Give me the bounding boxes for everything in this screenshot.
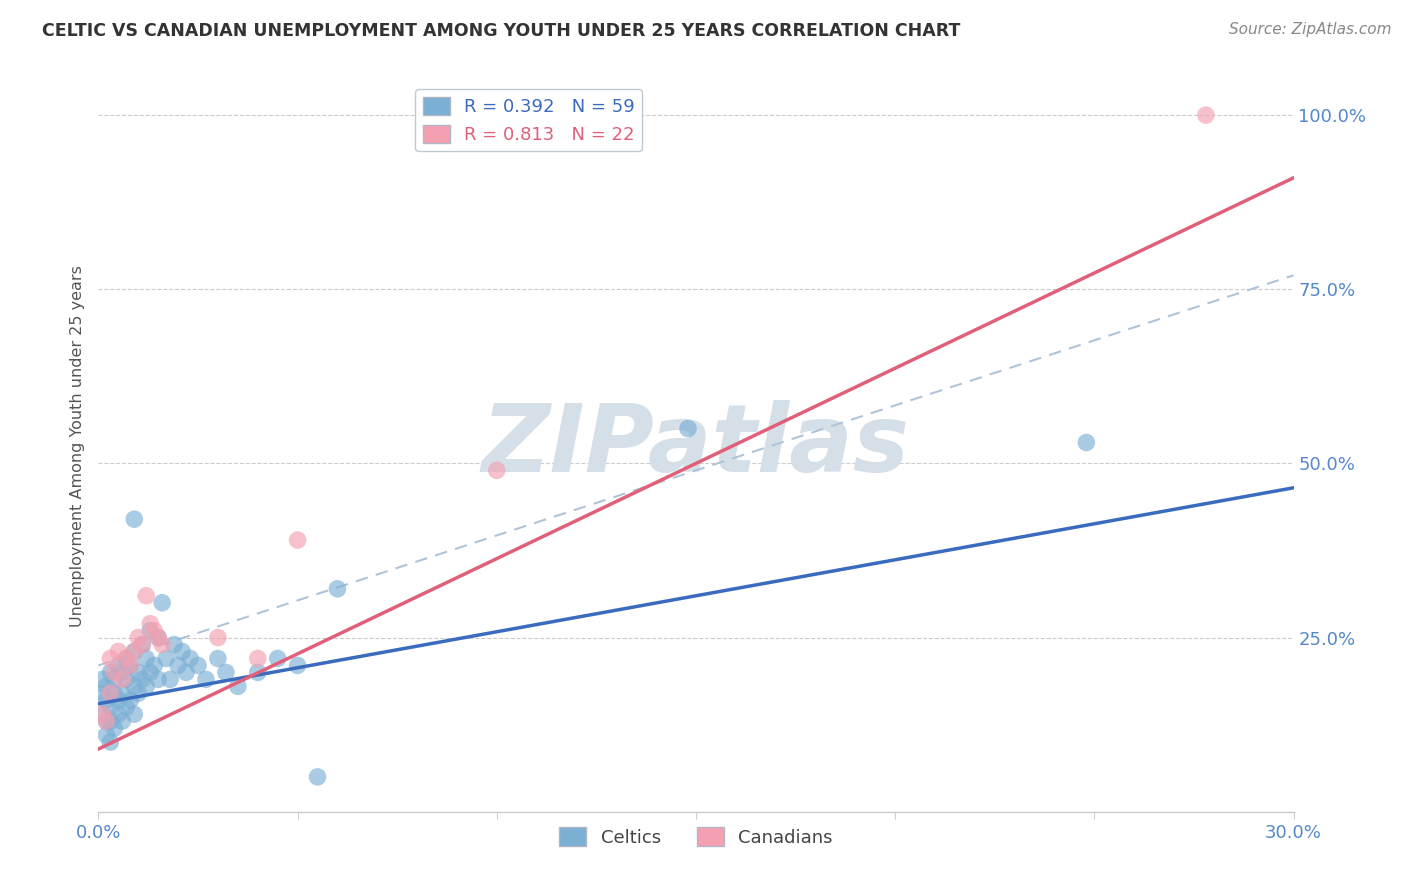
Point <box>127 686 149 700</box>
Point <box>207 631 229 645</box>
Point <box>150 638 173 652</box>
Point <box>1076 435 1098 450</box>
Point <box>131 673 153 687</box>
Legend: Celtics, Canadians: Celtics, Canadians <box>551 820 841 854</box>
Point <box>96 679 118 693</box>
Point <box>91 707 114 722</box>
Point <box>103 673 125 687</box>
Point <box>246 651 269 665</box>
Point <box>143 624 166 638</box>
Point <box>226 679 249 693</box>
Point <box>107 644 129 658</box>
Point <box>135 679 157 693</box>
Point <box>111 686 134 700</box>
Point <box>195 673 218 687</box>
Point <box>115 651 138 665</box>
Point <box>111 665 134 680</box>
Point <box>131 638 153 652</box>
Point <box>143 658 166 673</box>
Point <box>124 707 146 722</box>
Point <box>155 651 177 665</box>
Point <box>115 651 138 665</box>
Point <box>103 665 125 680</box>
Point <box>96 693 118 707</box>
Point <box>107 693 129 707</box>
Point <box>98 665 122 680</box>
Point <box>326 582 349 596</box>
Point <box>150 596 173 610</box>
Point <box>120 693 142 707</box>
Text: CELTIC VS CANADIAN UNEMPLOYMENT AMONG YOUTH UNDER 25 YEARS CORRELATION CHART: CELTIC VS CANADIAN UNEMPLOYMENT AMONG YO… <box>42 22 960 40</box>
Point <box>120 658 142 673</box>
Point <box>139 624 162 638</box>
Point <box>98 686 122 700</box>
Point <box>163 638 186 652</box>
Text: Source: ZipAtlas.com: Source: ZipAtlas.com <box>1229 22 1392 37</box>
Point <box>187 658 209 673</box>
Point <box>676 421 699 435</box>
Point <box>1195 108 1218 122</box>
Point <box>307 770 329 784</box>
Point <box>96 728 118 742</box>
Point <box>124 512 146 526</box>
Point <box>148 631 170 645</box>
Point <box>287 658 309 673</box>
Point <box>103 721 125 735</box>
Point <box>124 679 146 693</box>
Y-axis label: Unemployment Among Youth under 25 years: Unemployment Among Youth under 25 years <box>69 265 84 627</box>
Point <box>159 673 181 687</box>
Point <box>267 651 290 665</box>
Point <box>91 707 114 722</box>
Point <box>167 658 190 673</box>
Point <box>131 638 153 652</box>
Point <box>135 651 157 665</box>
Point <box>111 714 134 728</box>
Point <box>287 533 309 547</box>
Point <box>485 463 508 477</box>
Point <box>207 651 229 665</box>
Point <box>148 631 170 645</box>
Point <box>107 707 129 722</box>
Point <box>174 665 197 680</box>
Point <box>135 589 157 603</box>
Point <box>215 665 238 680</box>
Point <box>91 673 114 687</box>
Point <box>124 644 146 658</box>
Point <box>111 673 134 687</box>
Point <box>148 673 170 687</box>
Point <box>98 735 122 749</box>
Point <box>139 616 162 631</box>
Text: ZIPatlas: ZIPatlas <box>482 400 910 492</box>
Point <box>124 644 146 658</box>
Point <box>96 714 118 728</box>
Point <box>127 631 149 645</box>
Point <box>127 665 149 680</box>
Point <box>107 658 129 673</box>
Point <box>91 686 114 700</box>
Point <box>246 665 269 680</box>
Point <box>103 686 125 700</box>
Point <box>98 714 122 728</box>
Point <box>96 714 118 728</box>
Point <box>172 644 194 658</box>
Point <box>98 651 122 665</box>
Point <box>115 673 138 687</box>
Point <box>139 665 162 680</box>
Point <box>179 651 201 665</box>
Point <box>120 658 142 673</box>
Point <box>98 700 122 714</box>
Point <box>115 700 138 714</box>
